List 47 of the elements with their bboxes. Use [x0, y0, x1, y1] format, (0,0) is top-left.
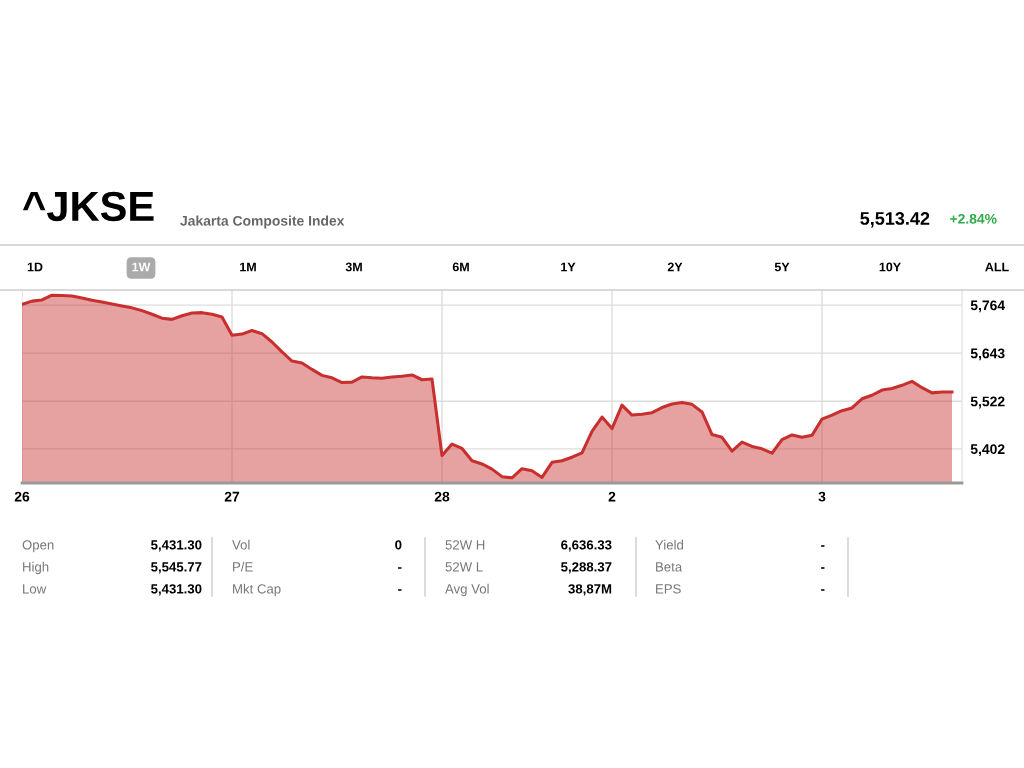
text: -: [821, 545, 825, 547]
y-tick-label: 5,402: [970, 444, 1005, 457]
text: 5Y: [774, 262, 790, 272]
text: 1D: [27, 262, 43, 272]
text: Low: [23, 584, 47, 594]
text: Open: [22, 540, 54, 553]
text: 1Y: [561, 262, 576, 272]
text: 1W: [132, 262, 151, 272]
chart-subtitle: Jakarta Composite Index: [180, 215, 345, 229]
text: Avg Vol: [445, 583, 489, 597]
x-tick-label: 27: [224, 491, 240, 502]
text: Mkt Cap: [233, 583, 281, 597]
x-tick-label: 3: [818, 491, 826, 502]
text: ALL: [985, 262, 1009, 272]
text: 5,545.77: [151, 562, 202, 574]
text: 5,431.30: [151, 540, 202, 552]
text: P/E: [233, 561, 253, 572]
text: +2.84%: [950, 213, 997, 224]
y-tick-label: 5,643: [970, 348, 1005, 361]
text: -: [821, 567, 825, 569]
text: 6,636.33: [561, 540, 612, 552]
text: Vol: [232, 539, 250, 550]
text: 5,513.42: [860, 212, 930, 228]
text: 1M: [240, 262, 256, 272]
text: 0: [395, 540, 402, 550]
chart-title: ^JKSE: [22, 191, 154, 222]
text: -: [821, 589, 825, 591]
text: -: [398, 567, 402, 569]
text: 5,431.30: [151, 584, 202, 596]
text: High: [23, 561, 49, 575]
text: Yield: [655, 539, 683, 550]
text: 3M: [345, 262, 362, 272]
text: 38,87M: [568, 584, 612, 596]
text: 10Y: [879, 262, 901, 272]
text: 6M: [452, 262, 469, 272]
text: Beta: [656, 562, 683, 572]
x-tick-label: 28: [434, 491, 450, 502]
text: EPS: [656, 584, 681, 594]
x-tick-label: 2: [608, 491, 616, 502]
y-tick-label: 5,764: [970, 300, 1006, 313]
text: 52W L: [445, 562, 483, 572]
text: -: [398, 589, 402, 591]
y-tick-label: 5,522: [970, 396, 1005, 409]
x-tick-label: 26: [14, 491, 30, 502]
text: 2Y: [667, 262, 683, 272]
text: 52W H: [445, 540, 485, 550]
text: 5,288.37: [561, 562, 612, 574]
